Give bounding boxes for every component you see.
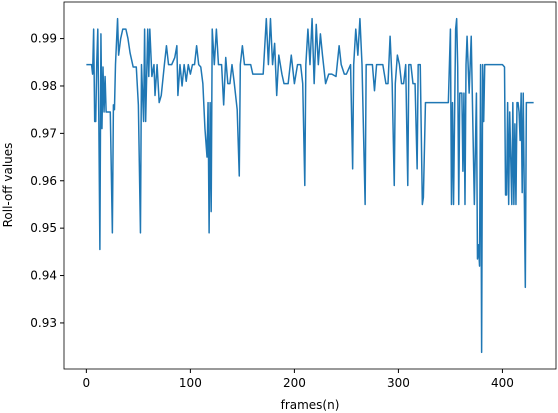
x-tick-label: 0 xyxy=(83,376,91,390)
x-axis-label: frames(n) xyxy=(281,398,340,412)
y-tick-label: 0.99 xyxy=(30,32,57,46)
y-tick-label: 0.94 xyxy=(30,269,57,283)
x-tick-label: 100 xyxy=(179,376,202,390)
y-tick-label: 0.93 xyxy=(30,316,57,330)
y-tick-label: 0.97 xyxy=(30,126,57,140)
axes-frame xyxy=(63,1,557,370)
x-tick-label: 300 xyxy=(387,376,410,390)
x-tick-label: 200 xyxy=(283,376,306,390)
x-tick-label: 400 xyxy=(491,376,514,390)
y-axis-label: Roll-off values xyxy=(1,143,15,228)
y-tick-label: 0.96 xyxy=(30,174,57,188)
y-tick-label: 0.95 xyxy=(30,221,57,235)
y-tick-label: 0.98 xyxy=(30,79,57,93)
line xyxy=(86,17,534,354)
